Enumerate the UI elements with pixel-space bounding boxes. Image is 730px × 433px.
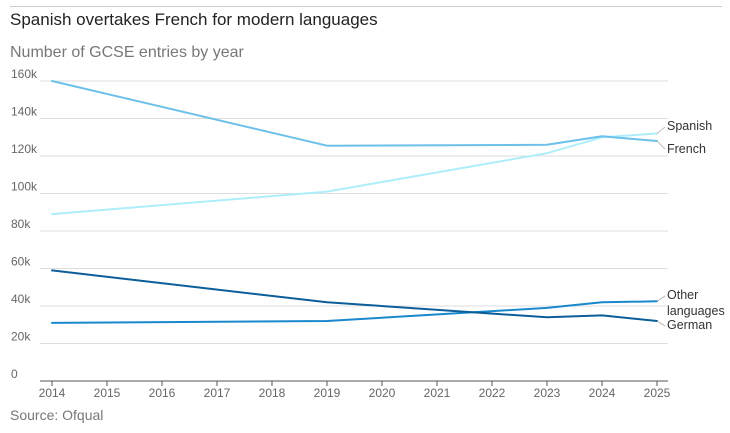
- series-labels: French Spanish German Other languages: [656, 119, 725, 332]
- series-line-other-languages: [51, 300, 658, 324]
- x-tick-label: 2023: [534, 386, 561, 400]
- x-tick-label: 2016: [149, 386, 176, 400]
- y-tick-label: 20k: [11, 330, 31, 344]
- x-tick-label: 2024: [589, 386, 616, 400]
- y-tick-label: 0: [11, 367, 18, 381]
- series-line-french: [51, 80, 658, 147]
- series-label-french: French: [667, 142, 706, 156]
- x-tick-label: 2017: [204, 386, 231, 400]
- label-leader: [656, 140, 666, 150]
- series-line-german: [51, 269, 658, 322]
- y-tick-label: 140k: [11, 105, 38, 119]
- x-tick-label: 2014: [39, 386, 66, 400]
- series-line-spanish: [51, 132, 658, 216]
- x-tick-label: 2015: [94, 386, 121, 400]
- source-note: Source: Ofqual: [10, 407, 104, 423]
- gridlines: [40, 80, 668, 382]
- top-rule: [10, 6, 722, 7]
- series-label-spanish: Spanish: [667, 119, 712, 133]
- y-tick-label: 120k: [11, 142, 38, 156]
- series-lines: [51, 80, 658, 324]
- y-axis-ticks: 0 20k 40k 60k 80k 100k 120k 140k 160k: [11, 67, 38, 381]
- y-tick-label: 160k: [11, 67, 38, 81]
- x-tick-label: 2025: [644, 386, 671, 400]
- x-tick-label: 2020: [369, 386, 396, 400]
- x-tick-label: 2018: [259, 386, 286, 400]
- series-label-german: German: [667, 318, 712, 332]
- x-tick-label: 2019: [314, 386, 341, 400]
- label-leader: [656, 320, 666, 327]
- series-label-other-languages: languages: [667, 304, 725, 318]
- x-tick-label: 2022: [479, 386, 506, 400]
- series-label-other-languages: Other: [667, 288, 698, 302]
- x-axis-ticks: 2014 2015 2016 2017 2018 2019 2020 2021 2022 2023…: [39, 381, 671, 400]
- label-leader: [656, 295, 666, 302]
- x-tick-label: 2021: [424, 386, 451, 400]
- label-leader: [656, 126, 666, 134]
- y-tick-label: 60k: [11, 255, 31, 269]
- chart-title: Spanish overtakes French for modern lang…: [10, 10, 378, 29]
- y-tick-label: 100k: [11, 180, 38, 194]
- y-tick-label: 80k: [11, 217, 31, 231]
- y-tick-label: 40k: [11, 292, 31, 306]
- chart-subtitle: Number of GCSE entries by year: [10, 44, 244, 61]
